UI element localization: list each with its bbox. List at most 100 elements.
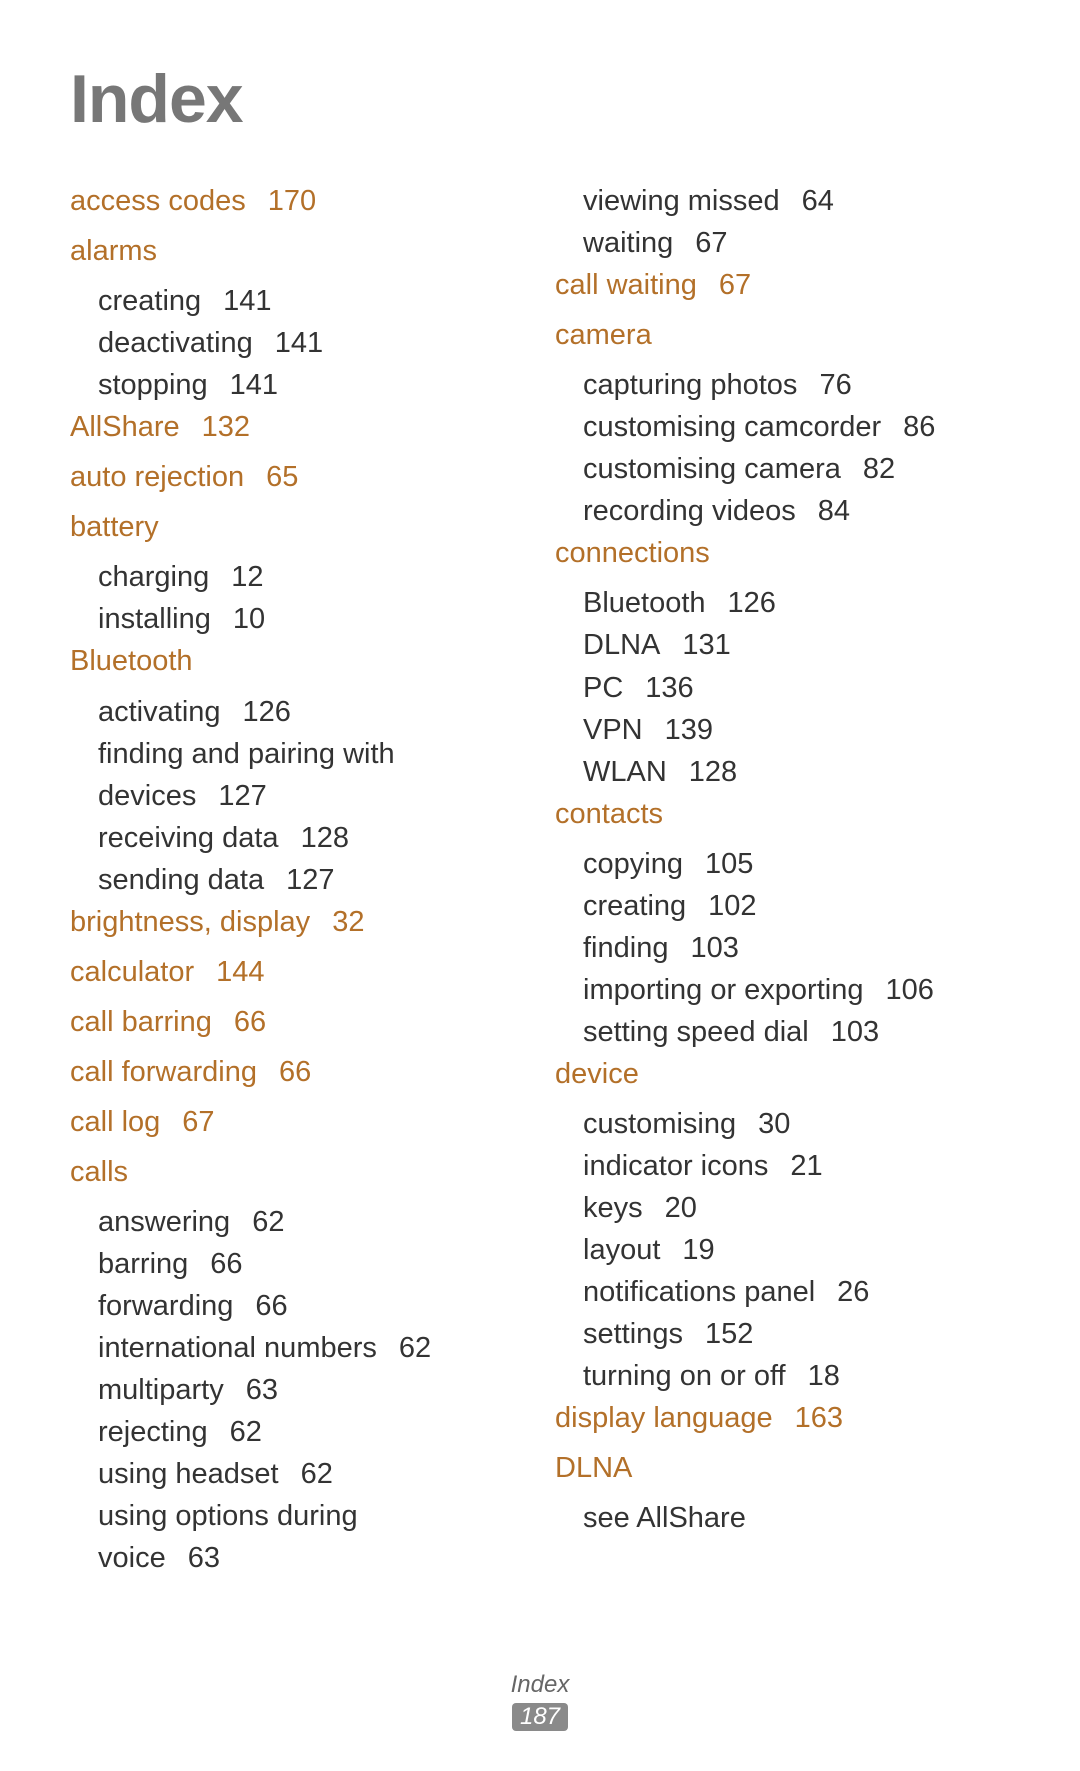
index-subentry: customising camera 82 xyxy=(555,448,1010,490)
index-subentry: VPN139 xyxy=(555,709,1010,751)
index-subentry: barring66 xyxy=(70,1243,525,1285)
index-subentry-label: waiting xyxy=(583,227,673,259)
index-subentry: customising 30 xyxy=(555,1103,1010,1145)
index-subentry-label: customising camera xyxy=(583,453,841,485)
index-topic: alarms xyxy=(70,230,525,272)
index-subentry-page: 152 xyxy=(705,1318,753,1350)
index-topic-label: calls xyxy=(70,1156,128,1188)
index-topic: battery xyxy=(70,506,525,548)
footer-section-label: Index xyxy=(0,1671,1080,1699)
index-topic: connections xyxy=(555,532,1010,574)
index-subentry-label: finding xyxy=(583,932,668,964)
index-subentry-page: 62 xyxy=(399,1332,431,1364)
index-topic-label: Bluetooth xyxy=(70,645,193,677)
index-subentry-label: layout xyxy=(583,1234,660,1266)
index-subentry-label: using options during xyxy=(98,1500,358,1532)
index-topic: DLNA xyxy=(555,1447,1010,1489)
index-topic: access codes170 xyxy=(70,180,525,222)
index-topic-label: connections xyxy=(555,537,710,569)
index-topic-label: call forwarding xyxy=(70,1056,257,1088)
index-topic-page: 66 xyxy=(279,1056,311,1088)
index-topic: auto rejection65 xyxy=(70,456,525,498)
index-subentry-label: deactivating xyxy=(98,327,253,359)
index-subentry: using headset 62 xyxy=(70,1453,525,1495)
index-subentry-label: international numbers xyxy=(98,1332,377,1364)
index-subentry-label: keys xyxy=(583,1192,643,1224)
index-subentry-label: rejecting xyxy=(98,1416,208,1448)
index-topic: display language 163 xyxy=(555,1397,1010,1439)
index-subentry: DLNA 131 xyxy=(555,624,1010,666)
index-subentry: PC136 xyxy=(555,667,1010,709)
index-subentry-label: customising xyxy=(583,1108,736,1140)
index-topic: camera xyxy=(555,314,1010,356)
index-subentry: customising camcorder86 xyxy=(555,406,1010,448)
index-topic-page: 132 xyxy=(202,411,250,443)
index-subentry-page: 63 xyxy=(246,1374,278,1406)
index-subentry-page: 102 xyxy=(708,890,756,922)
index-topic: call forwarding 66 xyxy=(70,1051,525,1093)
index-topic-label: calculator xyxy=(70,956,194,988)
index-subentry-label: PC xyxy=(583,672,623,704)
index-subentry: recording videos84 xyxy=(555,490,1010,532)
index-column-left: access codes170alarmscreating141deactiva… xyxy=(70,180,535,1579)
index-subentry-label: charging xyxy=(98,561,209,593)
index-subentry: stopping141 xyxy=(70,364,525,406)
index-subentry-page: 12 xyxy=(231,561,263,593)
index-subentry-label: copying xyxy=(583,848,683,880)
index-topic-page: 66 xyxy=(234,1006,266,1038)
index-subentry-page: 62 xyxy=(252,1206,284,1238)
index-topic: call barring 66 xyxy=(70,1001,525,1043)
index-columns: access codes170alarmscreating141deactiva… xyxy=(70,180,1010,1579)
index-topic: brightness, display32 xyxy=(70,901,525,943)
index-topic-label: call log xyxy=(70,1106,160,1138)
index-subentry-page: 67 xyxy=(695,227,727,259)
index-topic-label: call barring xyxy=(70,1006,212,1038)
index-subentry-label: using headset xyxy=(98,1458,279,1490)
index-subentry: installing10 xyxy=(70,598,525,640)
index-subentry-label: DLNA xyxy=(583,629,660,661)
index-subentry-continuation: voice63 xyxy=(70,1537,525,1579)
index-subentry-page: 131 xyxy=(682,629,730,661)
index-subentry-label: installing xyxy=(98,603,211,635)
index-subentry: setting speed dial103 xyxy=(555,1011,1010,1053)
index-subentry-label: sending data xyxy=(98,864,264,896)
index-subentry-page: 18 xyxy=(808,1360,840,1392)
index-topic-label: AllShare xyxy=(70,411,180,443)
index-topic-label: display language xyxy=(555,1402,773,1434)
index-subentry-label: VPN xyxy=(583,714,643,746)
index-subentry: indicator icons21 xyxy=(555,1145,1010,1187)
index-subentry: turning on or off 18 xyxy=(555,1355,1010,1397)
index-subentry-page: 82 xyxy=(863,453,895,485)
index-subentry-page: 30 xyxy=(758,1108,790,1140)
index-subentry-label: answering xyxy=(98,1206,230,1238)
index-topic-label: device xyxy=(555,1058,639,1090)
index-subentry: WLAN128 xyxy=(555,751,1010,793)
index-subentry-label: receiving data xyxy=(98,822,279,854)
index-subentry: copying 105 xyxy=(555,843,1010,885)
index-subentry: international numbers 62 xyxy=(70,1327,525,1369)
index-subentry-label: viewing missed xyxy=(583,185,780,217)
index-topic-page: 163 xyxy=(795,1402,843,1434)
index-subentry: forwarding66 xyxy=(70,1285,525,1327)
index-subentry: receiving data128 xyxy=(70,817,525,859)
index-subentry-label: capturing photos xyxy=(583,369,797,401)
index-subentry: charging 12 xyxy=(70,556,525,598)
index-topic: device xyxy=(555,1053,1010,1095)
index-topic-page: 170 xyxy=(268,185,316,217)
index-subentry-page: 103 xyxy=(690,932,738,964)
index-subentry-page: 62 xyxy=(301,1458,333,1490)
index-subentry-label: settings xyxy=(583,1318,683,1350)
index-subentry: layout19 xyxy=(555,1229,1010,1271)
index-subentry-label: voice xyxy=(98,1542,166,1574)
index-subentry-label: activating xyxy=(98,696,221,728)
index-topic-label: auto rejection xyxy=(70,461,244,493)
index-subentry-page: 105 xyxy=(705,848,753,880)
index-subentry-label: WLAN xyxy=(583,756,667,788)
index-subentry-page: 127 xyxy=(286,864,334,896)
index-subentry-page: 66 xyxy=(255,1290,287,1322)
index-subentry-continuation: devices127 xyxy=(70,775,525,817)
index-subentry: importing or exporting106 xyxy=(555,969,1010,1011)
index-subentry-label: creating xyxy=(98,285,201,317)
index-subentry-label: turning on or off xyxy=(583,1360,786,1392)
index-topic-label: camera xyxy=(555,319,652,351)
